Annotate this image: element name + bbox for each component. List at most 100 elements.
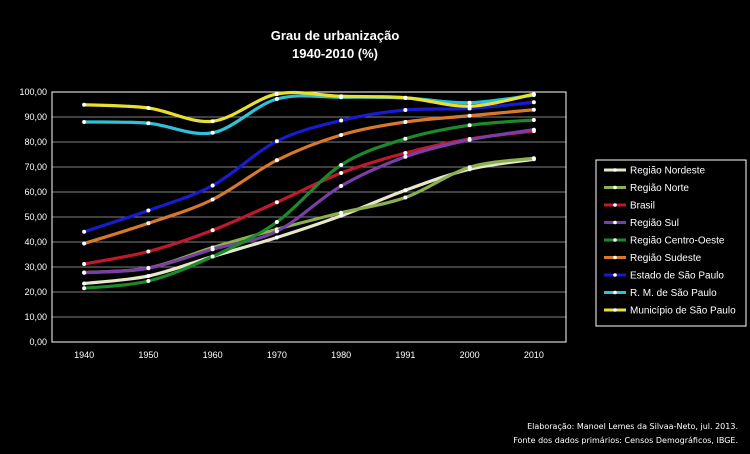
chart-title: Grau de urbanização [271,28,400,43]
data-point [82,262,87,266]
data-point [403,188,408,193]
x-tick-label: 1950 [138,350,158,360]
data-point [274,158,279,163]
legend-marker [613,238,617,242]
legend-marker [613,168,617,172]
y-tick-label: 30,00 [24,262,47,272]
y-axis: 0,00 10,00 20,00 30,00 40,00 50,00 60,00 70,00 8… [19,87,47,347]
series-7-line [82,93,536,136]
legend-marker [613,203,617,207]
data-point [339,184,344,188]
data-point [146,266,151,271]
legend-label: R. M. de São Paulo [630,288,717,299]
data-point [403,195,408,200]
data-point [274,220,279,224]
y-tick-label: 70,00 [24,162,47,172]
legend-label: Região Centro-Oeste [630,236,725,247]
legend-item: Região Norte [604,183,689,194]
data-point [210,119,215,124]
credits-author: Elaboração: Manoel Lemes da Silvaa-Neto,… [527,422,738,431]
legend-item: Brasil [604,201,655,212]
chart-subtitle: 1940-2010 (%) [292,46,378,61]
y-tick-label: 100,00 [19,87,47,97]
series-2 [82,129,536,266]
y-tick-label: 50,00 [24,212,47,222]
legend-item: Região Nordeste [604,166,705,177]
data-point [403,154,408,159]
series-5-line [82,108,536,246]
data-point [339,213,344,218]
legend-label: Região Sul [630,218,679,229]
data-point [146,249,151,254]
series-4-line [82,118,536,290]
data-point [403,108,408,112]
legend-label: Estado de São Paulo [630,271,724,282]
data-point [146,208,151,213]
data-point [467,113,472,118]
data-point [146,279,151,283]
legend-item: Região Centro-Oeste [604,236,725,247]
data-point [339,118,344,123]
data-point [210,197,215,202]
data-point [531,156,536,161]
x-tick-label: 1980 [331,350,351,360]
x-tick-label: 1991 [395,350,415,360]
data-point [339,133,344,137]
legend-item: Região Sudeste [604,253,702,264]
data-point [339,210,344,215]
legend: Região Nordeste Região Norte Brasil Região … [604,166,736,317]
x-tick-label: 1960 [203,350,223,360]
series-3-line [82,128,536,275]
legend-marker [613,308,617,312]
data-point [274,229,279,234]
legend-marker [613,290,617,295]
data-point [82,229,87,234]
data-point [467,123,472,128]
x-tick-label: 2010 [524,350,544,360]
x-tick-label: 1970 [267,350,287,360]
credits: Elaboração: Manoel Lemes da Silvaa-Neto,… [513,420,738,448]
data-point [146,221,151,226]
legend-item: Região Sul [604,218,679,229]
data-point [403,136,408,141]
series-lines [82,90,536,291]
data-point [210,228,215,233]
data-point [274,92,279,96]
data-point [146,274,151,278]
data-point [339,163,344,167]
data-point [531,107,536,112]
series-8-line [82,90,536,124]
x-tick-label: 1940 [74,350,94,360]
data-point [467,137,472,142]
data-point [467,100,472,105]
data-point [210,130,215,135]
x-axis: 1940 1950 1960 1970 1980 1991 2000 2010 [74,350,544,360]
data-point [146,121,151,126]
y-tick-label: 0,00 [29,337,47,347]
legend-label: Município de São Paulo [630,306,736,317]
legend-box [595,159,747,327]
data-point [467,104,472,109]
data-point [274,200,279,205]
legend-label: Região Sudeste [630,253,702,264]
y-tick-label: 60,00 [24,187,47,197]
data-point [82,281,87,286]
series-1-line [82,156,536,275]
series-1 [82,156,536,275]
data-point [467,165,472,170]
data-point [274,235,279,240]
data-point [531,100,536,105]
legend-item: Estado de São Paulo [604,271,724,282]
legend-marker [613,255,617,260]
data-point [210,254,215,259]
data-point [531,118,536,122]
data-point [210,183,215,188]
data-point [339,171,344,175]
series-2-line [82,129,536,266]
data-point [531,127,536,132]
data-point [82,102,87,107]
credits-source: Fonte dos dados primários: Censos Demogr… [513,436,738,445]
data-point [82,270,87,275]
legend-label: Região Nordeste [630,166,705,177]
data-point [403,95,408,100]
